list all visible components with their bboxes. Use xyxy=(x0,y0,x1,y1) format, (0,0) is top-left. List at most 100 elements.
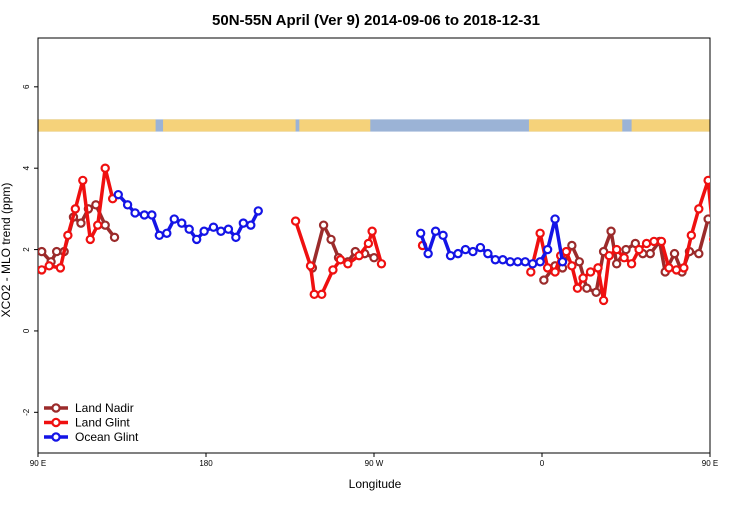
series-0-point-2-3 xyxy=(567,240,577,251)
series-1 xyxy=(38,163,741,306)
series-2-point-1-16 xyxy=(535,257,545,267)
series-0-point-1-7 xyxy=(369,253,379,263)
series-2-point-0-16 xyxy=(238,218,249,228)
series-1-point-0-3 xyxy=(63,230,73,241)
series-0-point-1-1 xyxy=(318,220,329,230)
series-2-point-1-4 xyxy=(445,250,456,261)
series-1-point-0-6 xyxy=(85,234,95,245)
series-1-point-3-7 xyxy=(572,283,583,293)
y-tick-label-3: 4 xyxy=(22,165,31,170)
series-0-point-0-0 xyxy=(38,246,47,257)
series-1-point-3-28 xyxy=(727,165,734,172)
series-2-point-0-17 xyxy=(246,220,256,230)
series-1-line-3 xyxy=(529,178,710,303)
series-1-point-3-8 xyxy=(578,273,588,283)
legend-label-1: Land Glint xyxy=(75,416,130,430)
series-2-point-0-11 xyxy=(199,226,209,236)
series-2-point-1-13 xyxy=(513,257,523,267)
series-2-point-2-0 xyxy=(740,191,747,198)
series-1-point-1-4 xyxy=(328,265,338,275)
series-1-point-3-29 xyxy=(734,195,741,202)
land-band-3 xyxy=(528,119,623,132)
series-2-point-1-0 xyxy=(415,228,426,238)
series-1-point-3-6 xyxy=(567,261,577,271)
series-0-point-2-16 xyxy=(669,248,680,259)
series-1-point-0-0 xyxy=(38,265,47,275)
series-0-point-0-9 xyxy=(109,232,120,243)
series-1-point-3-3 xyxy=(550,267,560,277)
series-2-point-1-10 xyxy=(490,255,501,265)
series-2-point-0-0 xyxy=(113,189,123,200)
series-1-point-3-12 xyxy=(604,250,614,261)
series-1-point-0-4 xyxy=(70,204,81,214)
series-0-point-2-0 xyxy=(539,275,549,285)
series-1-point-3-0 xyxy=(526,267,536,277)
series-1-point-1-10 xyxy=(376,259,387,269)
x-tick-label-1: 180 xyxy=(199,459,213,468)
y-tick-label-2: 2 xyxy=(22,247,31,252)
legend-marker-1 xyxy=(51,417,61,428)
series-2-point-0-4 xyxy=(147,210,157,220)
series-2-point-0-14 xyxy=(223,224,234,234)
series-2-line-2 xyxy=(744,195,750,236)
series-2-point-1-8 xyxy=(475,242,486,253)
land-mask-strip xyxy=(38,119,710,132)
series-0-point-2-10 xyxy=(621,244,631,255)
series-1-point-3-5 xyxy=(561,246,571,257)
series-1-point-1-3 xyxy=(317,289,327,300)
series-layer xyxy=(38,163,750,306)
land-band-1 xyxy=(163,119,296,132)
series-1-point-3-22 xyxy=(679,263,689,273)
series-2-point-0-6 xyxy=(162,228,172,238)
series-2-point-0-12 xyxy=(208,222,219,232)
series-0-point-0-5 xyxy=(76,218,86,228)
series-1-point-0-7 xyxy=(93,220,103,230)
series-2-point-1-2 xyxy=(430,226,441,236)
series-1-point-3-24 xyxy=(694,204,704,214)
series-2-point-1-11 xyxy=(498,255,508,265)
series-2-point-0-1 xyxy=(122,200,133,210)
series-2-point-0-5 xyxy=(154,230,165,241)
legend-marker-2 xyxy=(51,432,61,442)
series-1-point-0-1 xyxy=(44,261,54,271)
series-2-point-0-3 xyxy=(139,210,150,220)
series-1-point-3-11 xyxy=(598,295,609,306)
series-0-point-2-9 xyxy=(611,259,622,269)
series-1-point-3-15 xyxy=(626,259,637,269)
series-2-point-1-14 xyxy=(520,257,530,267)
land-band-0 xyxy=(38,119,156,132)
x-axis-label: Longitude xyxy=(349,477,402,491)
series-1-point-3-16 xyxy=(634,244,644,255)
series-0-point-2-23 xyxy=(729,199,736,206)
series-2-point-1-7 xyxy=(468,246,478,257)
y-tick-label-4: 6 xyxy=(22,84,31,89)
series-1-point-3-14 xyxy=(619,253,629,263)
series-1-point-3-26 xyxy=(709,236,710,243)
series-1-point-1-8 xyxy=(363,238,374,249)
series-1-point-3-23 xyxy=(686,230,697,241)
series-2-point-0-15 xyxy=(231,232,241,243)
series-2-point-1-3 xyxy=(438,230,448,241)
x-tick-label-3: 0 xyxy=(540,459,545,468)
series-0-point-2-13 xyxy=(645,248,655,259)
series-1-point-0-8 xyxy=(100,163,110,173)
series-0-point-2-20 xyxy=(703,214,710,224)
series-1-point-3-13 xyxy=(611,244,622,255)
series-0-point-2-24 xyxy=(738,222,745,229)
series-1-point-1-0 xyxy=(290,216,301,226)
series-1-point-1-5 xyxy=(335,255,346,265)
series-1-point-3-20 xyxy=(664,263,674,273)
series-2-point-0-7 xyxy=(169,214,179,224)
series-2-point-1-18 xyxy=(550,214,560,224)
series-1-point-3-10 xyxy=(593,263,603,273)
series-2-point-1-15 xyxy=(527,259,538,269)
series-1-point-3-19 xyxy=(656,236,667,247)
chart-title: 50N-55N April (Ver 9) 2014-09-06 to 2018… xyxy=(212,12,540,29)
series-2 xyxy=(113,189,750,269)
series-2-point-1-9 xyxy=(483,248,493,259)
series-1-point-3-27 xyxy=(719,222,726,229)
series-1-point-1-9 xyxy=(367,226,377,236)
